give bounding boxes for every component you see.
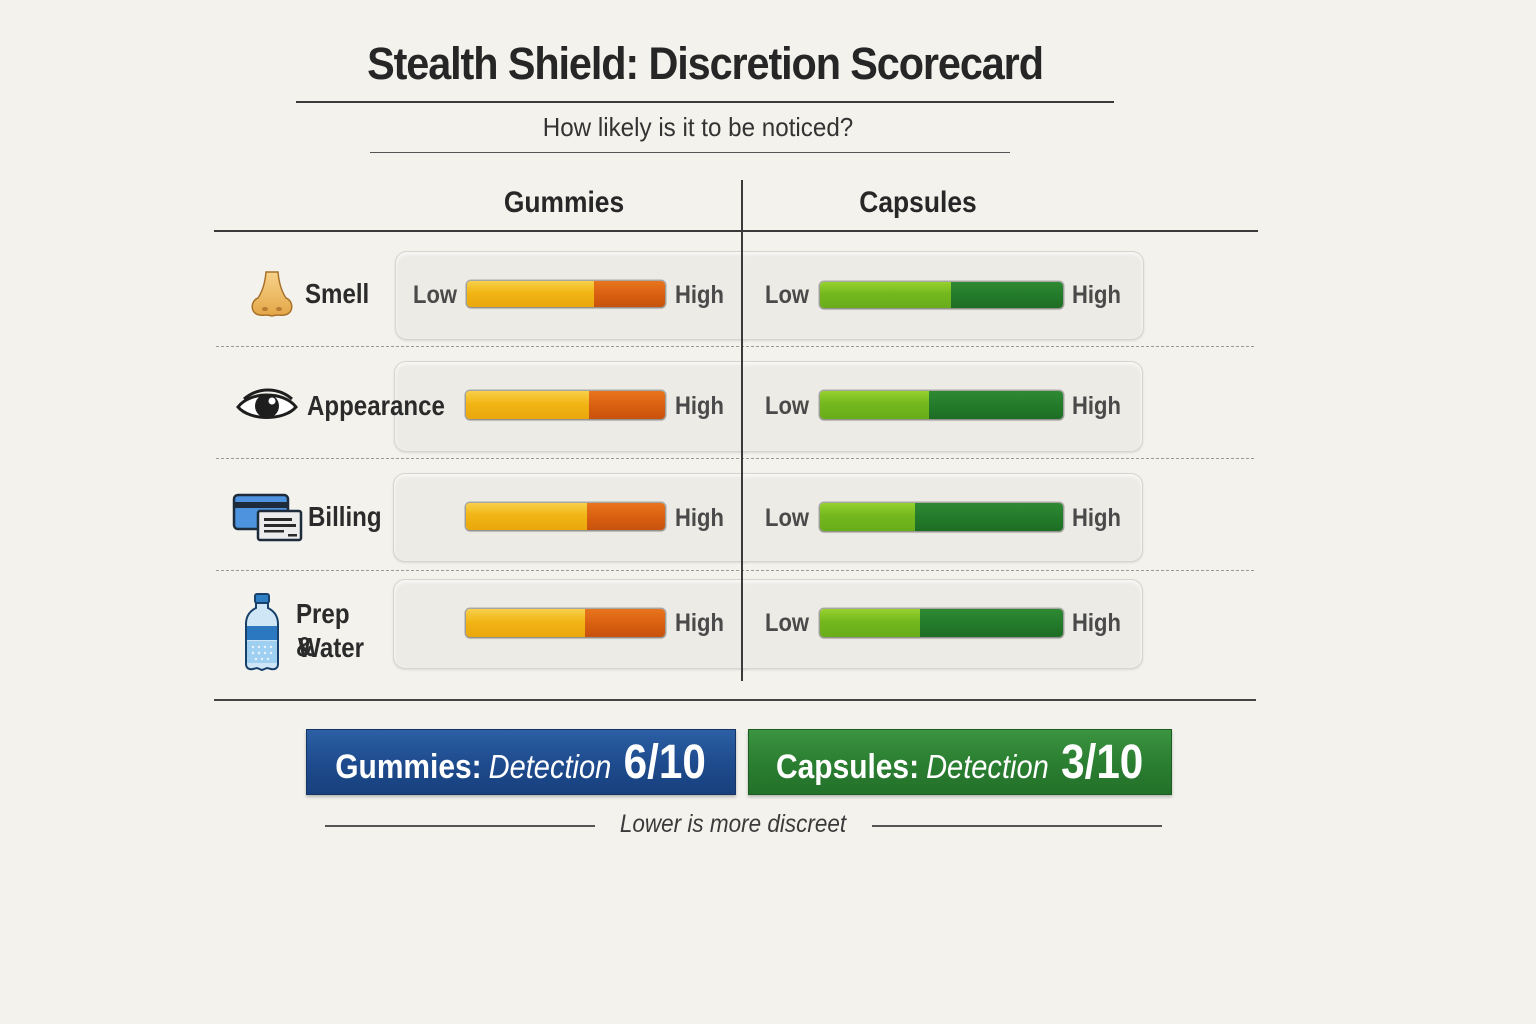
capsules-billing-bar: [820, 503, 1063, 531]
gummies-billing-bar: [466, 503, 665, 530]
high-label: High: [1072, 281, 1121, 309]
capsules-billing-remainder: [914, 503, 1063, 531]
gummies-badge-name: Gummies:: [335, 747, 483, 786]
low-label: Low: [765, 281, 809, 309]
credit-card-invoice-icon: [232, 493, 303, 542]
gummies-badge-metric: Detection: [489, 747, 612, 785]
capsules-appearance-fill: [820, 391, 930, 419]
low-label: Low: [765, 504, 809, 532]
capsules-badge-score: 3/10: [1061, 735, 1144, 789]
category-label-prep-water-line2: Water: [298, 632, 365, 663]
high-label: High: [1072, 392, 1121, 420]
high-label: High: [675, 609, 724, 637]
footnote-rule-right: [872, 825, 1162, 827]
gummies-billing-fill: [466, 503, 588, 530]
category-label-smell: Smell: [305, 278, 370, 309]
gummies-prep-water-remainder: [585, 609, 665, 637]
title-underline: [296, 101, 1114, 103]
gummies-billing-remainder: [587, 503, 665, 530]
low-label: Low: [765, 392, 809, 420]
low-label: Low: [413, 281, 457, 309]
column-header-capsules: Capsules: [859, 186, 977, 219]
gummies-prep-water-fill: [466, 609, 586, 637]
capsules-prep-water-fill: [820, 609, 920, 637]
high-label: High: [675, 281, 724, 309]
high-label: High: [1072, 504, 1121, 532]
column-header-gummies: Gummies: [503, 186, 625, 219]
nose-icon: [251, 271, 293, 317]
capsules-prep-water-bar: [820, 609, 1063, 637]
capsules-badge-name: Capsules:: [776, 747, 920, 786]
page-title: Stealth Shield: Discretion Scorecard: [367, 38, 1044, 89]
gummies-detection-badge: Gummies: Detection 6/10: [306, 729, 736, 795]
high-label: High: [675, 392, 724, 420]
gummies-billing-card: [393, 473, 753, 562]
capsules-billing-fill: [820, 503, 915, 531]
row-separator: [216, 570, 1254, 571]
footnote-rule-left: [325, 825, 595, 827]
footnote: Lower is more discreet: [619, 810, 847, 838]
subtitle: How likely is it to be noticed?: [542, 112, 854, 142]
table-bottom-rule: [214, 699, 1256, 701]
capsules-appearance-card: [742, 361, 1143, 452]
category-label-appearance: Appearance: [307, 390, 445, 421]
water-bottle-icon: [245, 593, 279, 672]
gummies-appearance-remainder: [589, 391, 665, 419]
category-label-billing: Billing: [308, 501, 382, 532]
gummies-smell-remainder: [593, 281, 665, 307]
column-divider-overlay: [741, 232, 743, 681]
high-label: High: [1072, 609, 1121, 637]
capsules-detection-badge: Capsules: Detection 3/10: [748, 729, 1172, 795]
gummies-appearance-fill: [466, 391, 590, 419]
gummies-badge-score: 6/10: [624, 735, 707, 789]
capsules-badge-metric: Detection: [926, 747, 1050, 785]
capsules-appearance-bar: [820, 391, 1063, 419]
low-label: Low: [765, 609, 809, 637]
gummies-smell-bar: [467, 281, 665, 307]
subtitle-underline: [370, 152, 1010, 153]
capsules-smell-remainder: [951, 282, 1063, 308]
gummies-smell-fill: [467, 281, 594, 307]
high-label: High: [675, 504, 724, 532]
eye-icon: [236, 388, 298, 419]
header-divider: [214, 230, 1258, 232]
row-separator: [216, 458, 1254, 459]
capsules-smell-fill: [820, 282, 952, 308]
gummies-appearance-bar: [466, 391, 665, 419]
capsules-smell-bar: [820, 282, 1063, 308]
row-separator: [216, 346, 1254, 347]
category-label-prep-water-line1: Prep &: [296, 598, 350, 662]
capsules-appearance-remainder: [929, 391, 1063, 419]
gummies-prep-water-bar: [466, 609, 665, 637]
capsules-prep-water-remainder: [919, 609, 1063, 637]
